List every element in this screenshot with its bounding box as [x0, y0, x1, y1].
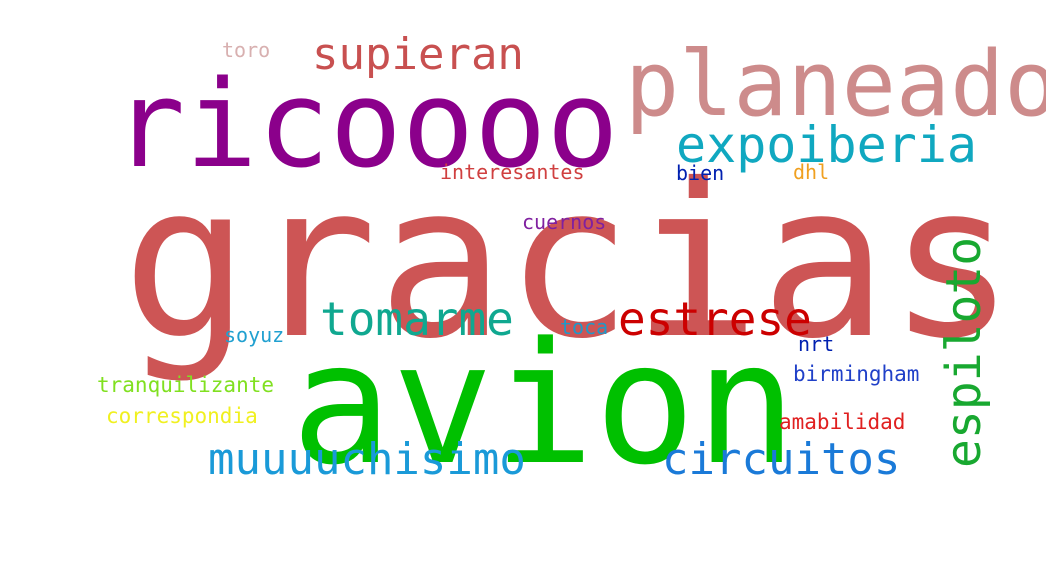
word-tomarme: tomarme — [320, 292, 514, 346]
word-nrt: nrt — [798, 332, 835, 356]
word-cuernos: cuernos — [522, 210, 607, 234]
word-supieran: supieran — [312, 29, 524, 80]
word-correspondia: correspondia — [106, 404, 258, 428]
word-circuitos: circuitos — [662, 434, 901, 485]
word-amabilidad: amabilidad — [779, 410, 906, 434]
word-toro: toro — [222, 38, 271, 62]
word-espiloto: espiloto — [936, 236, 992, 468]
word-toca: toca — [560, 315, 609, 339]
word-dhl: dhl — [793, 160, 830, 184]
word-interesantes: interesantes — [440, 160, 585, 184]
word-avion: avion — [291, 306, 797, 502]
word-birmingham: birmingham — [793, 362, 920, 386]
word-muuuuchisimo: muuuuchisimo — [208, 434, 526, 485]
word-estrese: estrese — [618, 292, 812, 346]
word-bien: bien — [676, 161, 725, 185]
word-expoiberia: expoiberia — [676, 116, 978, 174]
word-ricoooo: ricoooo — [113, 56, 619, 195]
word-gracias: gracias — [122, 138, 1016, 385]
word-soyuz: soyuz — [224, 323, 285, 347]
word-planeado: planeado — [625, 32, 1046, 137]
word-tranquilizante: tranquilizante — [97, 373, 275, 397]
